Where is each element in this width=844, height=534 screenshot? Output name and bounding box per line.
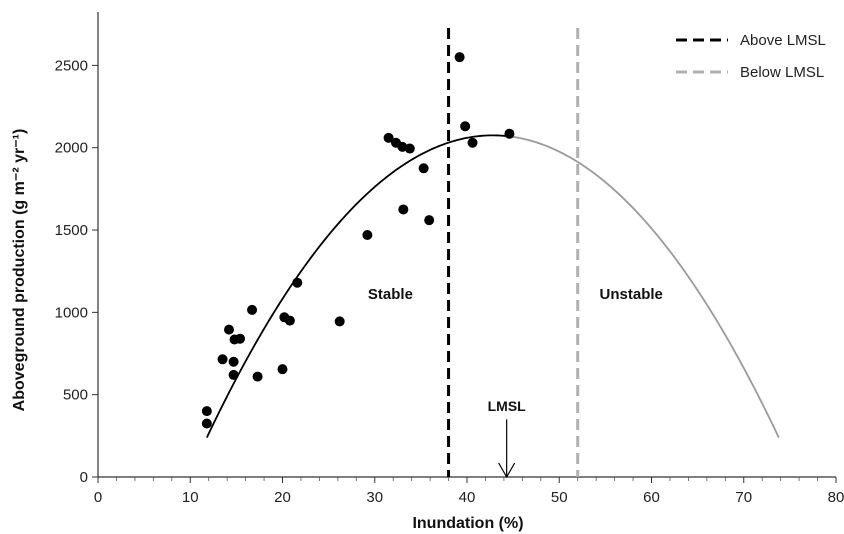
reference-lines xyxy=(447,28,580,477)
fit-curve-below-lmsl xyxy=(509,135,780,438)
data-point xyxy=(467,137,478,148)
data-point xyxy=(235,333,246,344)
lmsl-label: LMSL xyxy=(488,398,527,414)
data-point xyxy=(247,304,258,315)
data-point xyxy=(334,316,345,327)
data-point xyxy=(228,369,239,380)
data-point xyxy=(362,229,373,240)
x-tick-label: 20 xyxy=(274,489,291,506)
lmsl-marker: LMSL xyxy=(488,398,527,479)
x-tick-label: 10 xyxy=(182,489,199,506)
data-point xyxy=(504,128,515,139)
y-tick-label: 500 xyxy=(63,387,88,404)
data-point xyxy=(292,277,303,288)
x-tick-label: 40 xyxy=(459,489,476,506)
legend-label: Above LMSL xyxy=(740,32,826,49)
x-tick-label: 30 xyxy=(366,489,383,506)
legend-label: Below LMSL xyxy=(740,64,824,81)
data-point xyxy=(228,356,239,367)
lmsl-arrow-head xyxy=(498,462,516,479)
region-annotations: Stable Unstable xyxy=(368,286,663,303)
fit-curve xyxy=(206,134,780,438)
x-tick-label: 0 xyxy=(94,489,102,506)
fit-curve-above-lmsl xyxy=(206,134,510,438)
data-point xyxy=(404,143,415,154)
data-point xyxy=(424,215,435,226)
data-point xyxy=(418,163,429,174)
data-point xyxy=(398,204,409,215)
x-tick-label: 60 xyxy=(643,489,660,506)
legend: Above LMSL Below LMSL xyxy=(676,32,826,81)
y-tick-label: 1000 xyxy=(55,304,88,321)
data-point xyxy=(217,354,228,365)
data-point xyxy=(284,315,295,326)
y-axis-ticks: 0 500 1000 1500 2000 2500 xyxy=(55,57,98,486)
region-label-stable: Stable xyxy=(368,286,413,303)
y-tick-label: 0 xyxy=(80,469,88,486)
data-point xyxy=(252,371,263,382)
y-tick-label: 2500 xyxy=(55,57,88,74)
x-tick-label: 70 xyxy=(735,489,752,506)
data-point xyxy=(223,324,234,335)
data-point xyxy=(201,406,212,417)
data-point xyxy=(201,418,212,429)
x-axis-ticks: 0 10 20 30 40 50 60 70 80 xyxy=(94,477,844,506)
x-tick-label: 50 xyxy=(551,489,568,506)
data-point xyxy=(460,121,471,132)
y-tick-label: 1500 xyxy=(55,222,88,239)
region-label-unstable: Unstable xyxy=(600,286,663,303)
data-point xyxy=(383,132,394,143)
data-point xyxy=(277,364,288,375)
x-tick-label: 80 xyxy=(828,489,844,506)
y-axis-title: Aboveground production (g m⁻² yr⁻¹) xyxy=(11,129,28,412)
data-points xyxy=(201,52,515,429)
x-axis-title: Inundation (%) xyxy=(412,515,523,532)
y-tick-label: 2000 xyxy=(55,140,88,157)
data-point xyxy=(454,52,465,63)
